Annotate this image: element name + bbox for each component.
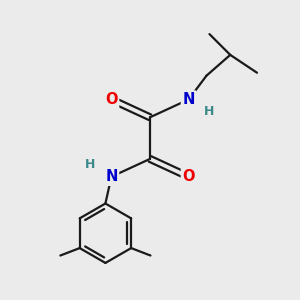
Text: H: H bbox=[85, 158, 96, 171]
Text: N: N bbox=[105, 169, 118, 184]
Text: O: O bbox=[182, 169, 195, 184]
Text: N: N bbox=[182, 92, 195, 107]
Text: O: O bbox=[105, 92, 118, 107]
Text: H: H bbox=[204, 105, 214, 118]
